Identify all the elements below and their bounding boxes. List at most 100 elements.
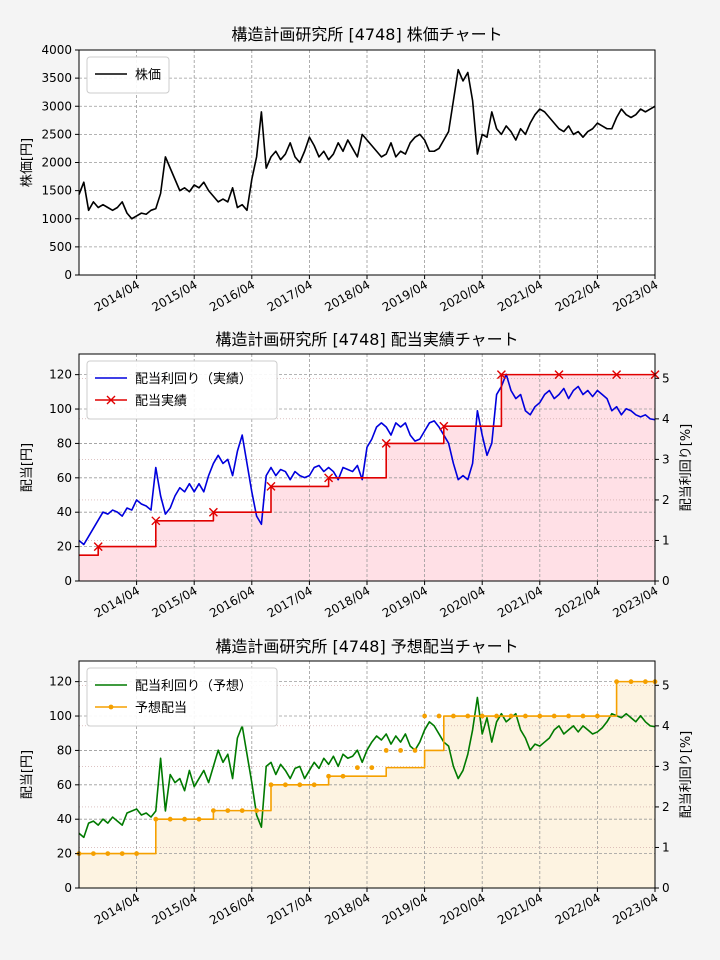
legend-label: 配当利回り（実績） (135, 371, 252, 387)
dividend-marker-x (439, 421, 449, 431)
y-tick-label: 2000 (41, 156, 72, 170)
x-tick-label: 2017/04 (265, 583, 315, 620)
dividend-marker-dot (628, 679, 634, 685)
y-right-axis-label: 配当利回り[%] (679, 731, 694, 819)
series-line-2 (79, 373, 655, 557)
dividend-marker-dot (412, 748, 418, 753)
x-tick-label: 2017/04 (265, 890, 315, 927)
y-tick-label: 2500 (41, 127, 72, 141)
dividend-marker-x (612, 370, 622, 380)
series-line-2 (79, 680, 655, 855)
dividend-marker-dot (153, 816, 159, 822)
dividend-marker-x (93, 542, 103, 552)
dividend-marker-dot (436, 713, 442, 719)
y-tick-label: 40 (57, 505, 72, 519)
x-tick-label: 2018/04 (322, 277, 372, 314)
y-tick-label: 40 (57, 812, 72, 826)
dividend-marker-dot (119, 851, 125, 857)
legend-box (86, 360, 278, 420)
x-tick-label: 2020/04 (438, 890, 488, 927)
y-right-tick-label: 3 (662, 452, 670, 466)
dividend-marker-dot (508, 713, 514, 719)
legend-box (86, 56, 170, 94)
y-tick-label: 4000 (41, 43, 72, 57)
y-tick-label: 3500 (41, 71, 72, 85)
series-line-1 (78, 373, 656, 546)
dividend-marker-dot (355, 765, 360, 771)
y-tick-label: 100 (49, 709, 72, 723)
y-axis-label: 配当[円] (20, 750, 35, 799)
y-right-tick-label: 5 (662, 678, 670, 692)
dividend-marker-dot (254, 808, 259, 814)
y-tick-label: 1000 (41, 212, 72, 226)
y-tick-label: 120 (49, 368, 72, 382)
dividend-marker-dot (580, 713, 586, 719)
y-tick-label: 20 (57, 540, 72, 554)
dividend-marker-dot (369, 765, 375, 771)
dividend-marker-x (324, 473, 334, 483)
y-right-tick-label: 4 (662, 719, 670, 733)
dividend-marker-dot (422, 713, 427, 719)
legend-label: 配当実績 (135, 393, 187, 409)
dividend-marker-dot (196, 816, 202, 822)
x-tick-label: 2017/04 (265, 277, 315, 314)
legend: 配当利回り（予想） 予想配当 (86, 667, 278, 727)
dividend-marker-x (208, 507, 218, 517)
y-tick-label: 0 (64, 881, 72, 895)
x-tick-label: 2022/04 (553, 583, 603, 620)
y-right-tick-label: 0 (662, 881, 670, 895)
dividend-marker-dot (614, 679, 619, 685)
dividend-marker-dot (465, 713, 471, 719)
x-tick-label: 2023/04 (610, 583, 660, 620)
x-tick-label: 2021/04 (495, 583, 545, 620)
y-tick-label: 100 (49, 402, 72, 416)
x-tick-label: 2016/04 (207, 890, 257, 927)
dividend-marker-dot (451, 713, 456, 719)
x-tick-label: 2018/04 (322, 890, 372, 927)
dividend-marker-x (496, 370, 506, 380)
chart-title: 構造計画研究所 [4748] 株価チャート (231, 25, 502, 44)
dividend-marker-dot (383, 748, 389, 753)
y-tick-label: 0 (64, 268, 72, 282)
y-right-axis-label: 配当利回り[%] (679, 424, 694, 512)
dividend-marker-dot (134, 851, 140, 857)
y-right-tick-label: 5 (662, 371, 670, 385)
y-right-tick-label: 1 (662, 840, 670, 854)
x-tick-label: 2014/04 (92, 583, 142, 620)
dividend-marker-dot (595, 713, 600, 719)
x-tick-label: 2014/04 (92, 890, 142, 927)
x-tick-label: 2014/04 (92, 277, 142, 314)
x-tick-label: 2019/04 (380, 583, 430, 620)
y-tick-label: 80 (57, 743, 72, 757)
dividend-marker-dot (494, 713, 499, 719)
dividend-marker-dot (551, 713, 557, 719)
dividend-marker-dot (91, 851, 96, 857)
dividend-marker-dot (340, 773, 346, 779)
x-tick-label: 2020/04 (438, 583, 488, 620)
x-tick-label: 2019/04 (380, 890, 430, 927)
x-tick-label: 2020/04 (438, 277, 488, 314)
dividend-marker-x (266, 481, 276, 491)
dividend-marker-dot (643, 679, 648, 685)
dividend-marker-x (151, 516, 161, 526)
dividend-marker-dot (283, 782, 288, 788)
y-axis-label: 株価[円] (20, 138, 35, 187)
y-tick-label: 20 (57, 847, 72, 861)
dividend-marker-dot (105, 851, 111, 857)
dividend-marker-dot (182, 816, 188, 822)
legend-label: 予想配当 (135, 700, 187, 716)
x-tick-label: 2015/04 (150, 277, 200, 314)
x-tick-label: 2022/04 (553, 277, 603, 314)
dividend-marker-dot (311, 782, 317, 788)
y-right-tick-label: 2 (662, 800, 670, 814)
y-right-tick-label: 3 (662, 759, 670, 773)
dividend-marker-dot (268, 782, 274, 788)
x-tick-label: 2015/04 (150, 890, 200, 927)
legend-box (86, 667, 278, 727)
chart-title: 構造計画研究所 [4748] 配当実績チャート (215, 330, 518, 349)
chart-panel-3: 0 20 40 60 80 100 120 0 1 2 3 4 5 2014/04 2015/04 2016/… (20, 637, 694, 928)
y-tick-label: 1500 (41, 184, 72, 198)
legend-label: 株価 (135, 68, 161, 83)
